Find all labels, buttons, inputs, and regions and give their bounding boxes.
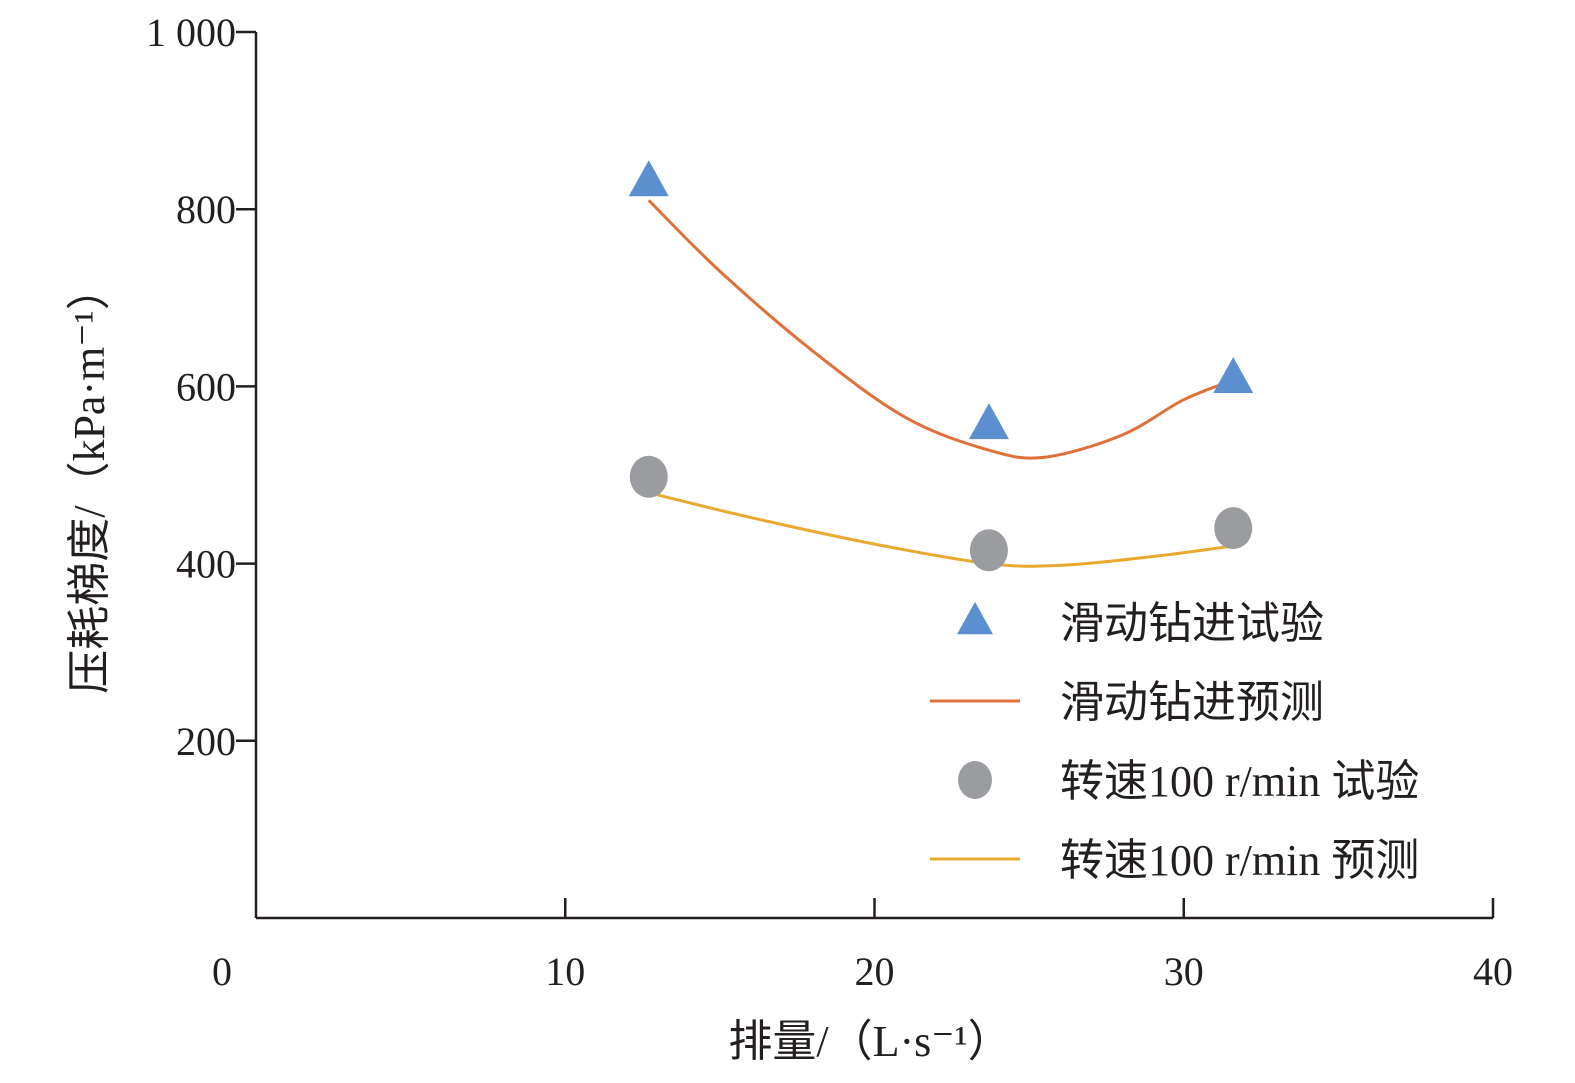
data-point-circle <box>1214 507 1253 550</box>
legend-marker-circle <box>958 761 992 799</box>
x-tick-label: 20 <box>855 949 895 994</box>
x-axis-title: 排量/（L·s⁻¹） <box>728 1017 1011 1066</box>
data-point-circle <box>969 529 1008 572</box>
legend-label: 转速100 r/min 预测 <box>1060 836 1419 885</box>
data-point-triangle <box>968 403 1009 440</box>
legend-label: 转速100 r/min 试验 <box>1060 757 1419 806</box>
y-tick-label: 400 <box>176 542 236 587</box>
x-tick-label: 40 <box>1473 949 1513 994</box>
series-line <box>647 199 1234 460</box>
plot-area <box>628 160 1254 572</box>
legend-label: 滑动钻进试验 <box>1060 599 1324 648</box>
ticks: 200 400 600 800 1 000 0 10 20 30 40 <box>146 10 1513 994</box>
data-point-circle <box>629 455 668 498</box>
data-point-triangle <box>628 160 669 197</box>
legend-marker-triangle <box>957 601 993 635</box>
x-tick-label: 0 <box>212 949 232 994</box>
legend-label: 滑动钻进预测 <box>1060 678 1324 727</box>
y-tick-label: 800 <box>176 187 236 232</box>
y-tick-label: 200 <box>176 719 236 764</box>
series-line <box>648 491 1234 568</box>
y-tick-label: 600 <box>176 364 236 409</box>
y-axis-title: 压耗梯度/（kPa·m⁻¹） <box>65 266 114 694</box>
x-tick-label: 10 <box>545 949 585 994</box>
data-point-triangle <box>1213 356 1254 393</box>
x-tick-label: 30 <box>1164 949 1204 994</box>
y-tick-label: 1 000 <box>146 10 236 55</box>
